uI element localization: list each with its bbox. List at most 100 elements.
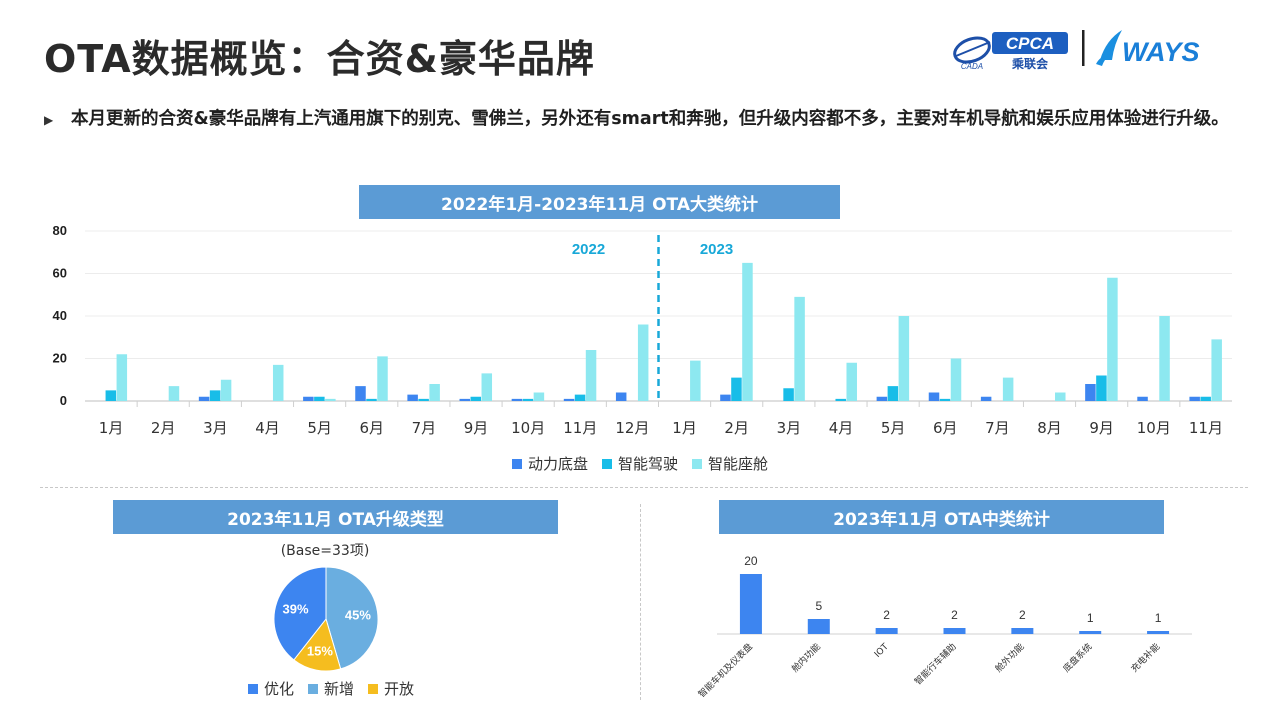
pie-slice-open xyxy=(293,617,342,672)
sub-bar xyxy=(807,619,830,634)
bar-power xyxy=(876,396,888,401)
x-category-label: 1月 xyxy=(672,419,697,437)
bullet-arrow-icon: ▶ xyxy=(44,113,54,127)
bar-cabin xyxy=(1002,377,1014,401)
pie-legend-swatch-optimize xyxy=(248,683,258,694)
sub-bar xyxy=(1147,631,1170,634)
bar-drive xyxy=(835,398,846,401)
bar-cabin xyxy=(220,379,232,401)
legend-label-cabin: 智能座舱 xyxy=(708,455,769,473)
bar-power xyxy=(615,392,627,401)
bar-drive xyxy=(939,398,951,401)
cpca-logo: CPCA 乘联会 CADA xyxy=(953,32,1068,71)
legend-item-drive: 智能驾驶 xyxy=(602,453,678,474)
sub-category-label: 智能车机及仪表盘 xyxy=(696,641,755,700)
pie-base-note: (Base=33项) xyxy=(280,543,370,559)
pie-legend-label-open: 开放 xyxy=(384,680,415,698)
sub-bar-value-label: 2 xyxy=(1019,608,1026,622)
sub-category-label: IOT xyxy=(873,642,891,660)
cpca-text: CPCA xyxy=(1006,34,1054,53)
bar-cabin xyxy=(1055,392,1066,401)
y-tick-label: 40 xyxy=(53,308,67,323)
pie-legend: 优化 新增 开放 xyxy=(248,678,428,699)
page-title: OTA数据概览：合资&豪华品牌 xyxy=(44,37,595,81)
logo-divider xyxy=(1082,30,1085,66)
bar-power xyxy=(511,398,523,401)
bar-cabin xyxy=(898,316,910,401)
pie-slice-new xyxy=(325,566,379,670)
main-chart-legend: 动力底盘 智能驾驶 智能座舱 xyxy=(512,453,782,474)
y-tick-label: 0 xyxy=(60,393,67,408)
bar-cabin xyxy=(116,354,128,401)
bar-drive xyxy=(209,390,221,401)
x-category-label: 10月 xyxy=(1137,419,1171,437)
year-label-2023: 2023 xyxy=(700,241,733,258)
cada-text: CADA xyxy=(961,62,983,71)
bar-cabin xyxy=(846,362,857,401)
pie-legend-item-new: 新增 xyxy=(308,678,354,699)
sub-bar-value-label: 5 xyxy=(815,599,822,613)
summary-bullet: ▶ 本月更新的合资&豪华品牌有上汽通用旗下的别克、雪佛兰，另外还有smart和奔… xyxy=(44,104,1244,135)
pie-legend-item-open: 开放 xyxy=(368,678,414,699)
pie-label-open: 15% xyxy=(307,644,333,659)
sub-bar-value-label: 2 xyxy=(951,608,958,622)
x-category-label: 9月 xyxy=(1089,419,1114,437)
pie-legend-swatch-new xyxy=(308,683,319,694)
x-category-label: 4月 xyxy=(829,419,854,437)
bar-drive xyxy=(731,377,742,401)
pie-label-new: 45% xyxy=(345,607,371,622)
x-category-label: 7月 xyxy=(412,419,437,437)
bar-drive xyxy=(522,398,534,401)
bar-cabin xyxy=(637,324,649,401)
legend-item-power: 动力底盘 xyxy=(512,453,588,474)
bar-drive xyxy=(783,388,794,401)
ways-logo: WAYS xyxy=(1096,30,1200,67)
sub-bar xyxy=(943,628,966,634)
bar-cabin xyxy=(1211,339,1222,401)
bar-power xyxy=(198,396,210,401)
bar-cabin xyxy=(1107,277,1118,401)
x-category-label: 3月 xyxy=(203,419,228,437)
x-category-label: 6月 xyxy=(359,419,384,437)
sub-bar xyxy=(1011,628,1034,634)
x-category-label: 10月 xyxy=(511,419,545,437)
y-tick-label: 20 xyxy=(53,351,67,366)
sub-category-label: 充电补能 xyxy=(1128,641,1162,675)
legend-label-drive: 智能驾驶 xyxy=(618,455,679,473)
banner-main-chart: 2022年1月-2023年11月 OTA大类统计 xyxy=(359,185,840,219)
bar-drive xyxy=(418,398,429,401)
bar-power xyxy=(1137,396,1148,401)
sub-category-label: 舱外功能 xyxy=(993,641,1027,675)
brand-logos: CPCA 乘联会 CADA WAYS xyxy=(953,30,1200,71)
bar-power xyxy=(1189,396,1200,401)
legend-swatch-cabin xyxy=(692,458,703,469)
x-category-label: 3月 xyxy=(777,419,802,437)
x-category-label: 8月 xyxy=(1037,419,1062,437)
bar-drive xyxy=(1200,396,1211,401)
x-category-label: 2月 xyxy=(724,419,749,437)
x-category-label: 5月 xyxy=(881,419,906,437)
sub-category-label: 智能行车辅助 xyxy=(912,641,959,688)
sub-bar-value-label: 1 xyxy=(1155,611,1162,625)
bar-cabin xyxy=(168,386,180,401)
bar-cabin xyxy=(377,356,388,401)
x-category-label: 7月 xyxy=(985,419,1010,437)
pie-legend-item-optimize: 优化 xyxy=(248,678,294,699)
x-category-label: 9月 xyxy=(464,419,489,437)
bar-drive xyxy=(314,396,325,401)
bar-cabin xyxy=(742,262,753,401)
y-tick-label: 60 xyxy=(53,266,67,281)
sub-bar xyxy=(739,574,762,634)
bar-cabin xyxy=(272,364,284,401)
y-tick-label: 80 xyxy=(53,223,67,238)
bar-cabin xyxy=(690,360,701,401)
x-category-label: 5月 xyxy=(307,419,332,437)
sub-bar-value-label: 20 xyxy=(744,554,758,568)
bar-drive xyxy=(105,390,117,401)
sub-bar xyxy=(875,628,898,634)
sub-bar xyxy=(1079,631,1102,634)
banner-sub-chart: 2023年11月 OTA中类统计 xyxy=(719,500,1164,534)
bar-drive xyxy=(470,396,482,401)
bar-drive xyxy=(1096,375,1107,401)
banner-pie-chart: 2023年11月 OTA升级类型 xyxy=(113,500,558,534)
